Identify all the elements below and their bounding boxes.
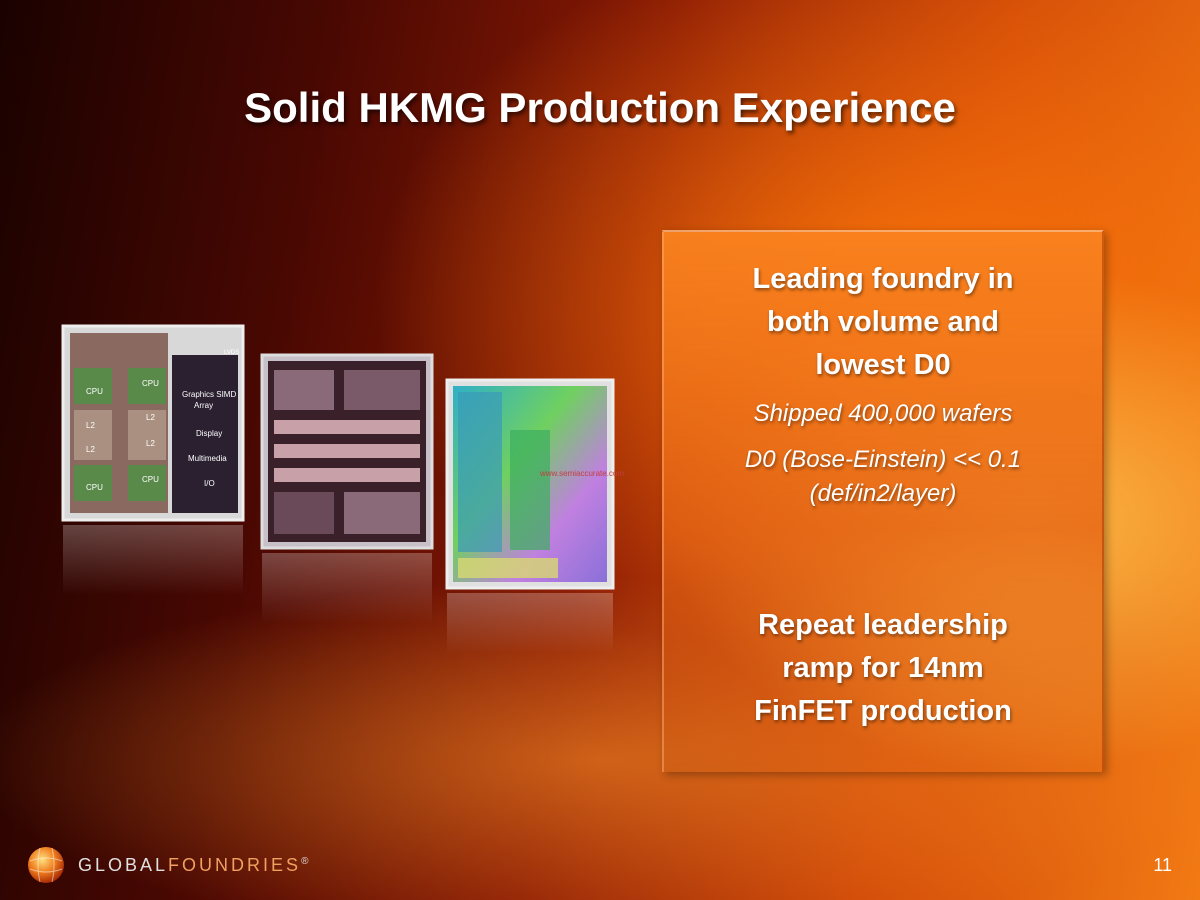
chip-label: L2 <box>86 445 95 454</box>
logo: GLOBALFOUNDRIES® <box>26 845 308 885</box>
trademark: ® <box>301 855 309 867</box>
chip-label: I/O <box>204 479 215 488</box>
text-line: Shipped 400,000 wafers <box>753 400 1013 427</box>
panel-closing: Repeat leadership ramp for 14nm FinFET p… <box>664 604 1102 733</box>
chip-label: LVDS <box>224 350 239 356</box>
chip-1-labels: CPU CPU L2 L2 L2 L2 CPU CPU Graphics SIM… <box>86 350 239 492</box>
panel-details: Shipped 400,000 wafers D0 (Bose-Einstein… <box>664 391 1102 513</box>
panel-heading: Leading foundry in both volume and lowes… <box>664 258 1102 387</box>
chip-label: Array <box>194 401 213 410</box>
chip-2 <box>260 353 434 623</box>
logo-suffix: FOUNDRIES <box>168 854 302 875</box>
chip-3: www.semiaccurate.com <box>445 378 624 653</box>
text-line: lowest D0 <box>815 349 951 381</box>
chip-label: Multimedia <box>188 454 227 463</box>
chip-label: L2 <box>86 421 95 430</box>
text-line: (def/in2/layer) <box>809 480 957 507</box>
logo-text: GLOBALFOUNDRIES® <box>78 855 308 876</box>
chip-label: www.semiaccurate.com <box>539 469 624 478</box>
text-line: both volume and <box>767 306 999 338</box>
page-number: 11 <box>1153 855 1172 875</box>
info-panel: Leading foundry in both volume and lowes… <box>662 230 1104 772</box>
chip-label: CPU <box>142 379 159 388</box>
chip-label: CPU <box>86 387 103 396</box>
chip-label: Graphics SIMD <box>182 390 236 399</box>
text-line: Repeat leadership <box>758 609 1008 641</box>
chip-label: L2 <box>146 413 155 422</box>
slide-title: Solid HKMG Production Experience <box>244 84 956 131</box>
text-line: D0 (Bose-Einstein) << 0.1 <box>744 446 1022 473</box>
chip-label: CPU <box>86 483 103 492</box>
chip-label: Display <box>196 429 222 438</box>
text-line: ramp for 14nm <box>782 652 984 684</box>
text-line: FinFET production <box>754 695 1012 727</box>
logo-prefix: GLOBAL <box>78 854 169 875</box>
chip-label: CPU <box>142 475 159 484</box>
chip-label: L2 <box>146 439 155 448</box>
logo-icon <box>28 847 64 883</box>
text-line: Leading foundry in <box>752 263 1014 295</box>
chip-1: CPU CPU L2 L2 L2 L2 CPU CPU Graphics SIM… <box>61 324 245 595</box>
